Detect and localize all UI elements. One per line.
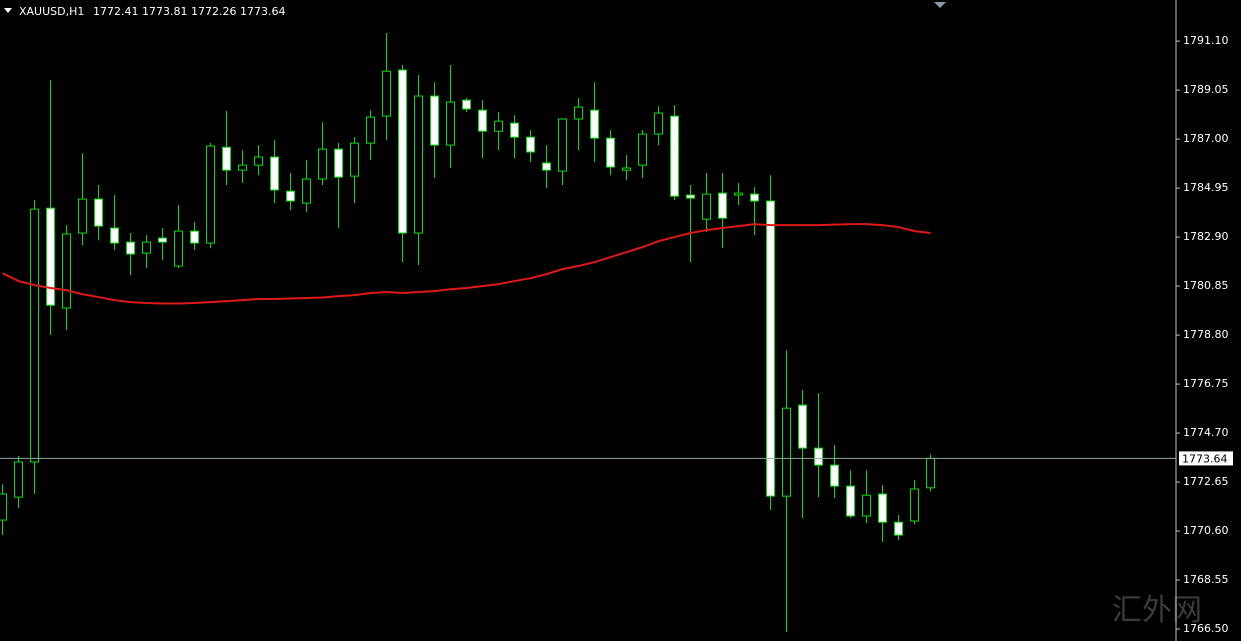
candle-body: [878, 493, 887, 523]
candle-body: [382, 70, 391, 117]
candle-body: [766, 200, 775, 497]
candle-body: [302, 178, 311, 204]
candle-body: [14, 461, 23, 498]
candle-body: [862, 494, 871, 517]
candle-body: [126, 241, 135, 255]
candle-body: [814, 447, 823, 466]
candle-body: [286, 190, 295, 202]
candle-body: [846, 485, 855, 517]
chart-title: XAUUSD,H1: [19, 5, 84, 18]
candle-body: [94, 198, 103, 227]
y-tick-label: 1774.70: [1183, 426, 1229, 439]
shift-marker: [934, 2, 946, 8]
candle-body: [46, 207, 55, 306]
candle-body: [718, 192, 727, 219]
candle-body: [462, 99, 471, 110]
candle-body: [670, 115, 679, 197]
candle-body: [366, 116, 375, 144]
candle-body: [414, 95, 423, 234]
candle-body: [542, 162, 551, 171]
candle-body: [686, 194, 695, 199]
y-tick-label: 1787.00: [1183, 132, 1229, 145]
candle-body: [446, 101, 455, 146]
candle-body: [510, 122, 519, 138]
candle-body: [526, 136, 535, 153]
y-tick-label: 1780.85: [1183, 279, 1229, 292]
y-tick-label: 1776.75: [1183, 377, 1229, 390]
ohlc-value: 1772.41: [93, 5, 139, 18]
candle-body: [910, 488, 919, 522]
y-tick-label: 1770.60: [1183, 524, 1229, 537]
y-tick-label: 1778.80: [1183, 328, 1229, 341]
ohlc-value: 1773.64: [240, 5, 286, 18]
price-label-bg: [1179, 451, 1233, 466]
candle-body: [222, 146, 231, 171]
candle-body: [350, 142, 359, 177]
candle-body: [62, 233, 71, 309]
moving-average: [2, 223, 931, 305]
candle-body: [174, 230, 183, 267]
candle-body: [334, 148, 343, 178]
candle-body: [750, 193, 759, 202]
ohlc-value: 1773.81: [142, 5, 188, 18]
candle-body: [622, 167, 631, 171]
collapse-icon: [4, 8, 12, 13]
candle-body: [894, 521, 903, 536]
ohlc-value: 1772.26: [191, 5, 237, 18]
candle-body: [830, 464, 839, 487]
y-tick-label: 1768.55: [1183, 573, 1229, 586]
candle-body: [158, 237, 167, 243]
candle-body: [494, 120, 503, 132]
candle-body: [558, 118, 567, 172]
candle-body: [478, 109, 487, 132]
candle-body: [782, 407, 791, 497]
candle-body: [0, 493, 7, 521]
y-tick-label: 1791.10: [1183, 34, 1229, 47]
candle-body: [78, 198, 87, 234]
candle-body: [398, 69, 407, 234]
y-tick-label: 1766.50: [1183, 622, 1229, 635]
candle-body: [926, 457, 935, 489]
y-tick-label: 1789.05: [1183, 83, 1229, 96]
candle-body: [702, 193, 711, 220]
ohlc-header: 1772.41 1773.81 1772.26 1773.64: [93, 5, 286, 18]
candle-body: [318, 148, 327, 180]
candle-body: [574, 106, 583, 120]
candle-body: [110, 227, 119, 244]
candle-body: [606, 137, 615, 168]
candle-body: [30, 208, 39, 463]
candle-body: [798, 404, 807, 449]
y-tick-label: 1772.65: [1183, 475, 1229, 488]
candle-body: [190, 230, 199, 244]
candle-body: [206, 145, 215, 244]
candle-body: [238, 164, 247, 171]
y-tick-label: 1782.90: [1183, 230, 1229, 243]
candle-body: [430, 95, 439, 146]
candle-body: [590, 109, 599, 139]
y-tick-label: 1784.95: [1183, 181, 1229, 194]
plot: [0, 32, 935, 633]
candle-body: [734, 192, 743, 196]
price-label: 1773.64: [1182, 452, 1228, 465]
watermark: 汇外网: [1112, 593, 1202, 628]
candle-body: [638, 133, 647, 166]
candle-body: [142, 241, 151, 254]
candle-body: [254, 156, 263, 166]
candle-body: [654, 112, 663, 135]
candle-body: [270, 156, 279, 191]
